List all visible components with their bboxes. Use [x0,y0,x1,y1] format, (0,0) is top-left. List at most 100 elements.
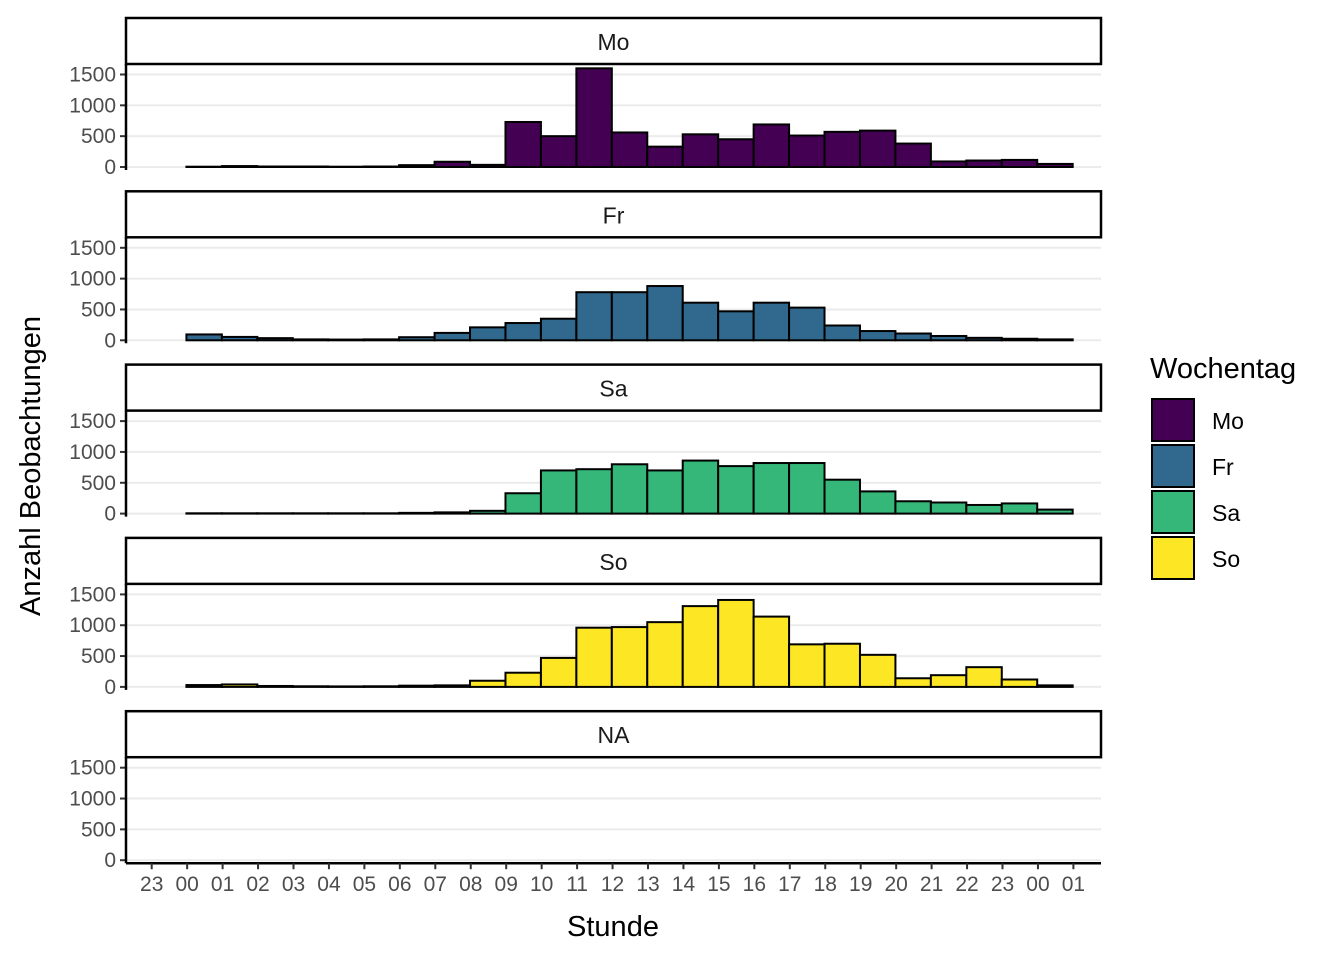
y-tick-label: 0 [104,156,116,179]
x-tick-label: 17 [778,873,801,896]
bar-fr-19 [858,330,897,342]
bar-fr-02 [256,337,294,342]
facet-panel-mo: Mo 0 500 1000 1500 [69,16,1103,179]
facet-panel-fr: Fr 0 500 1000 1500 [69,190,1103,352]
bar-mo-07 [433,160,472,168]
bar-mo-18 [823,130,861,169]
legend-title: Wochentag [1150,353,1296,385]
x-tick-label: 01 [211,873,234,896]
bar-sa-16 [752,462,791,515]
bar-sa-21 [929,501,968,515]
bar-sa-14 [681,459,720,515]
bar-so-10 [539,656,578,688]
bar-mo-00 [1036,162,1074,169]
bar-so-06 [398,684,436,688]
bar-so-00 [1036,684,1074,688]
bar-so-07 [433,684,472,688]
bar-mo-17 [788,134,826,169]
x-tick-label: 08 [459,873,482,896]
bar-mo-16 [752,123,791,168]
bar-fr-22 [965,336,1003,342]
bar-fr-01 [220,335,259,342]
bar-fr-13 [646,285,684,342]
facet-strip [124,536,1103,586]
legend: Wochentag Mo Fr Sa So [1150,353,1296,580]
bar-mo-22 [965,159,1003,168]
y-tick-label: 0 [104,676,116,699]
x-tick-label: 07 [424,873,447,896]
bar-sa-22 [965,503,1003,515]
bar-fr-16 [752,301,791,342]
y-tick-label: 500 [81,125,116,148]
x-tick-label: 16 [743,873,766,896]
legend-label-fr: Fr [1212,454,1234,480]
legend-label-mo: Mo [1212,408,1244,434]
bar-fr-09 [504,322,542,342]
facet-strip [124,709,1103,759]
bar-mo-14 [681,133,720,168]
bar-so-11 [575,626,613,688]
bar-fr-12 [610,291,649,342]
x-tick-label: 19 [849,873,872,896]
x-tick-label: 00 [1026,873,1049,896]
bar-so-09 [504,671,542,688]
bar-so-00 [185,684,223,688]
bar-sa-23 [1000,502,1039,515]
bar-so-08 [469,679,507,688]
bar-mo-20 [894,142,932,168]
facet-strip-label: NA [598,722,631,748]
legend-swatch-mo [1151,398,1195,442]
bar-mo-23 [1000,158,1039,169]
bar-so-13 [646,621,684,688]
bar-mo-10 [539,135,578,169]
y-tick-label: 500 [81,472,116,495]
bar-mo-15 [717,138,755,168]
y-tick-label: 1000 [69,268,116,291]
bar-fr-17 [788,306,826,342]
bar-fr-20 [894,332,932,342]
bar-so-01 [220,683,259,688]
bar-sa-19 [858,490,897,515]
y-tick-label: 1000 [69,614,116,637]
bar-fr-08 [469,326,507,342]
x-tick-label: 11 [566,873,588,896]
bar-fr-11 [575,291,613,342]
y-tick-label: 0 [104,503,116,526]
y-tick-label: 1000 [69,441,116,464]
bar-mo-08 [469,163,507,168]
y-tick-label: 1500 [69,410,116,433]
bar-mo-13 [646,145,684,168]
y-tick-label: 1500 [69,237,116,260]
y-tick-label: 1000 [69,94,116,117]
y-tick-label: 500 [81,298,116,321]
y-tick-label: 1000 [69,788,116,811]
facet-strip-label: Fr [603,202,625,228]
bar-sa-11 [575,468,613,515]
x-axis-title: Stunde [567,911,659,943]
bar-sa-15 [717,465,755,515]
x-axis: 23 00 01 02 03 04 05 06 07 08 09 10 11 12 13 14 15 16 17 18… [126,861,1101,896]
bar-fr-05 [362,338,401,342]
y-tick-label: 500 [81,818,116,841]
facet-strip-label: Sa [599,376,627,402]
bar-so-14 [681,605,720,688]
x-tick-label: 05 [353,873,376,896]
bar-fr-06 [398,336,436,342]
bar-so-05 [362,685,401,688]
bar-so-17 [788,643,826,688]
bar-so-12 [610,626,649,688]
facet-panel-so: So 0 500 1000 1500 [69,536,1103,699]
y-tick-label: 1500 [69,757,116,780]
legend-swatch-fr [1151,444,1195,488]
bar-sa-00 [1036,508,1074,515]
x-tick-label: 04 [317,873,341,896]
bar-fr-15 [717,310,755,342]
x-tick-label: 01 [1062,873,1085,896]
bar-sa-20 [894,500,932,515]
legend-swatch-so [1151,536,1195,580]
y-tick-label: 0 [104,849,116,872]
bar-mo-19 [858,129,897,169]
facet-strip-label: Mo [598,29,630,55]
x-tick-label: 18 [814,873,837,896]
